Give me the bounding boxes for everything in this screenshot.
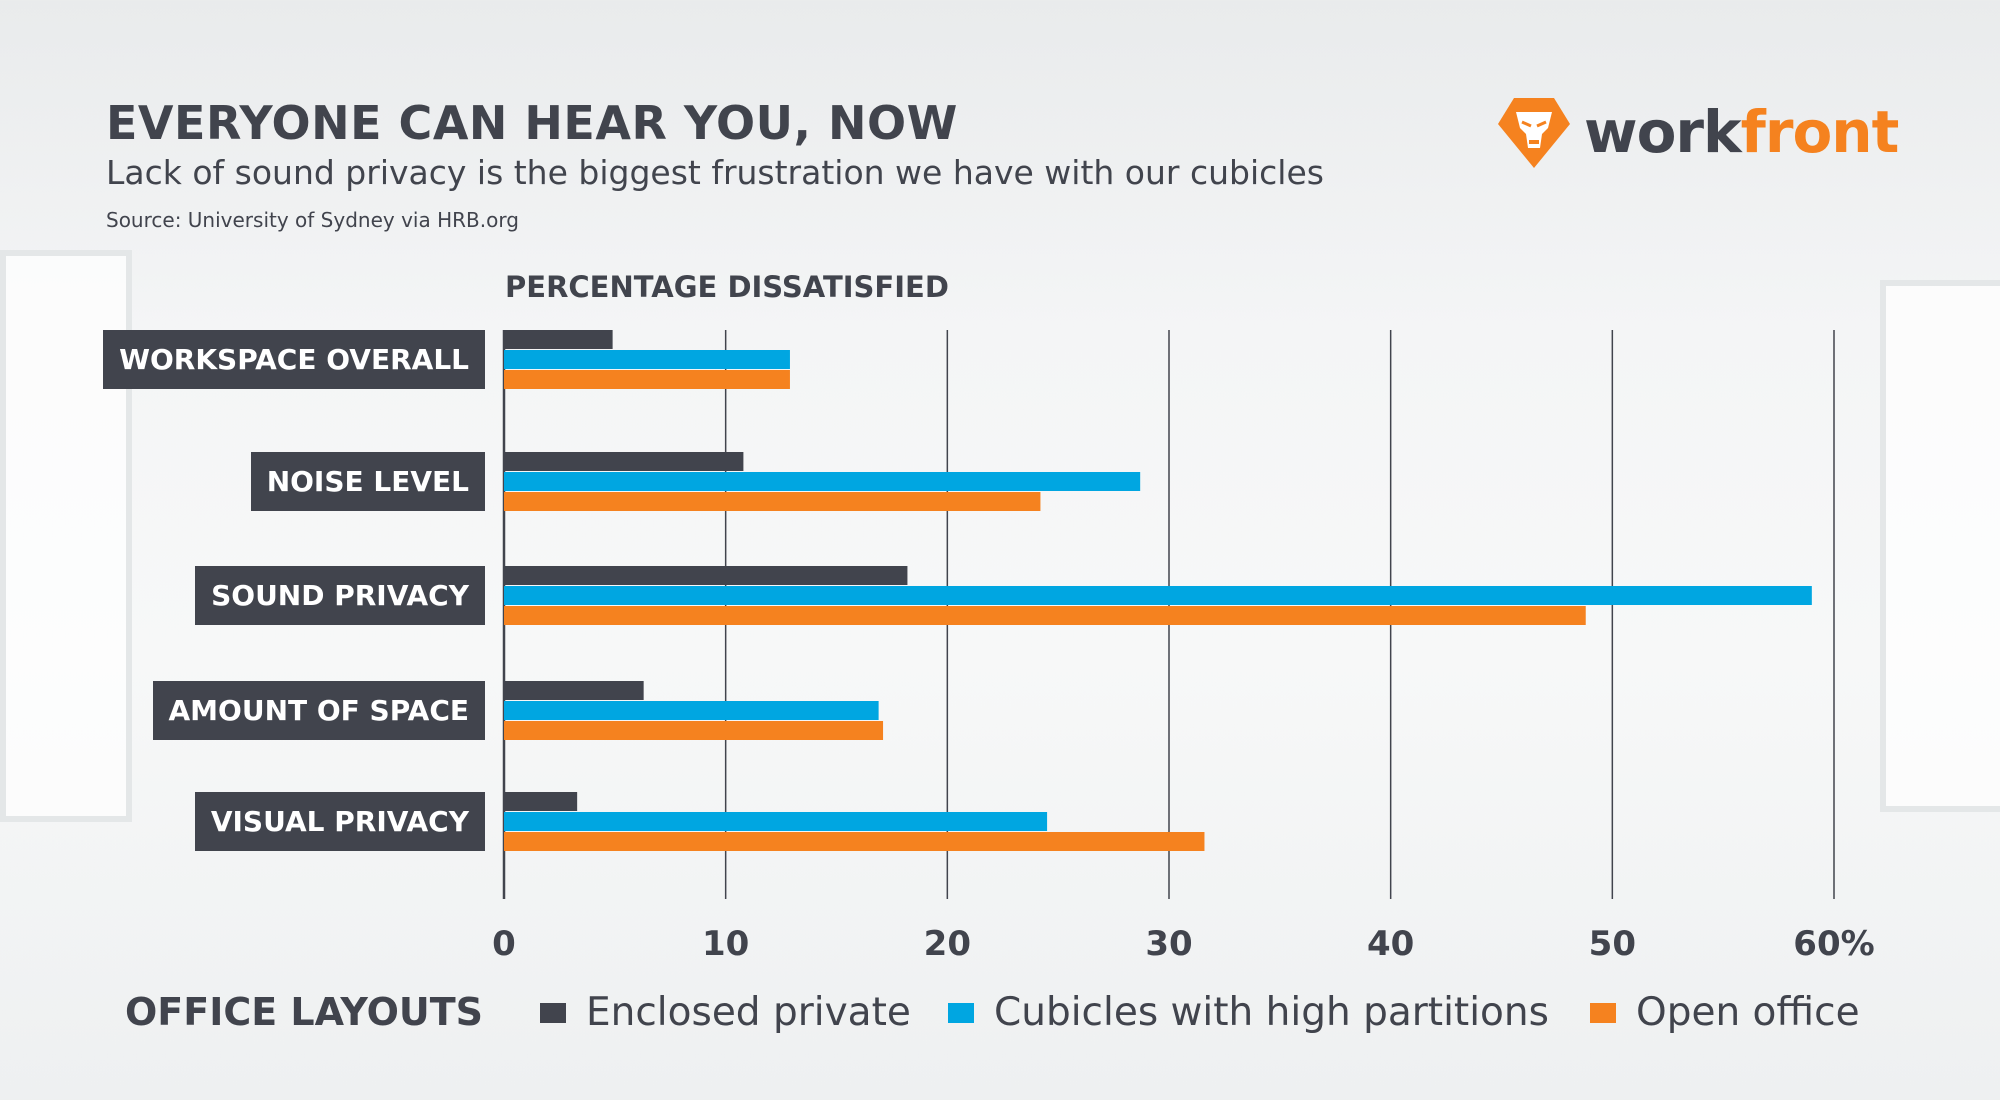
bar-open-office-amount-of-space — [504, 721, 884, 740]
bar-open-office-workspace-overall — [504, 370, 790, 389]
category-label-visual-privacy: VISUAL PRIVACY — [194, 792, 485, 851]
x-tick-label: 60% — [1793, 924, 1874, 964]
logo-text-work: work — [1584, 98, 1742, 166]
legend-label: Open office — [1636, 990, 1860, 1035]
workfront-logo: work front — [1496, 94, 1900, 170]
legend-swatch-orange — [1590, 1002, 1616, 1023]
bar-cubicles-with-high-partitions-workspace-overall — [504, 350, 790, 369]
chart-axis-title: PERCENTAGE DISSATISFIED — [505, 270, 949, 304]
x-tick-label: 0 — [492, 924, 516, 964]
bar-enclosed-private-workspace-overall — [504, 330, 613, 349]
source-note: Source: University of Sydney via HRB.org — [106, 208, 519, 232]
background-window-right — [1880, 280, 2000, 812]
bar-enclosed-private-sound-privacy — [504, 566, 908, 585]
legend-label: Enclosed private — [586, 990, 911, 1035]
legend-swatch-blue — [948, 1002, 974, 1023]
bar-cubicles-with-high-partitions-visual-privacy — [504, 812, 1048, 831]
x-tick-label: 30 — [1145, 924, 1192, 964]
x-tick-label: 50 — [1589, 924, 1636, 964]
category-label-amount-of-space: AMOUNT OF SPACE — [152, 681, 485, 740]
legend-item-cubicles: Cubicles with high partitions — [948, 990, 1549, 1035]
legend-item-open-office: Open office — [1590, 990, 1860, 1035]
category-label-sound-privacy: SOUND PRIVACY — [195, 566, 485, 625]
bar-open-office-sound-privacy — [504, 606, 1586, 625]
bar-cubicles-with-high-partitions-amount-of-space — [504, 701, 879, 720]
bar-open-office-noise-level — [504, 492, 1041, 511]
lion-head-icon — [1498, 98, 1570, 168]
x-tick-label: 40 — [1367, 924, 1414, 964]
x-tick-label: 10 — [702, 924, 749, 964]
category-label-noise-level: NOISE LEVEL — [250, 452, 485, 511]
bar-open-office-visual-privacy — [504, 832, 1205, 851]
legend-label: Cubicles with high partitions — [994, 990, 1549, 1035]
bar-cubicles-with-high-partitions-noise-level — [504, 472, 1141, 491]
legend-swatch-dark — [540, 1002, 566, 1023]
logo-text-front: front — [1740, 98, 1900, 166]
category-label-workspace-overall: WORKSPACE OVERALL — [103, 330, 485, 389]
bar-enclosed-private-visual-privacy — [504, 792, 578, 811]
page-title: EVERYONE CAN HEAR YOU, NOW — [106, 96, 958, 150]
legend-item-enclosed-private: Enclosed private — [540, 990, 911, 1035]
legend-title: OFFICE LAYOUTS — [125, 990, 484, 1034]
bar-cubicles-with-high-partitions-sound-privacy — [504, 586, 1812, 605]
x-tick-label: 20 — [924, 924, 971, 964]
page-subtitle: Lack of sound privacy is the biggest fru… — [106, 153, 1324, 192]
bar-enclosed-private-amount-of-space — [504, 681, 644, 700]
bar-enclosed-private-noise-level — [504, 452, 744, 471]
